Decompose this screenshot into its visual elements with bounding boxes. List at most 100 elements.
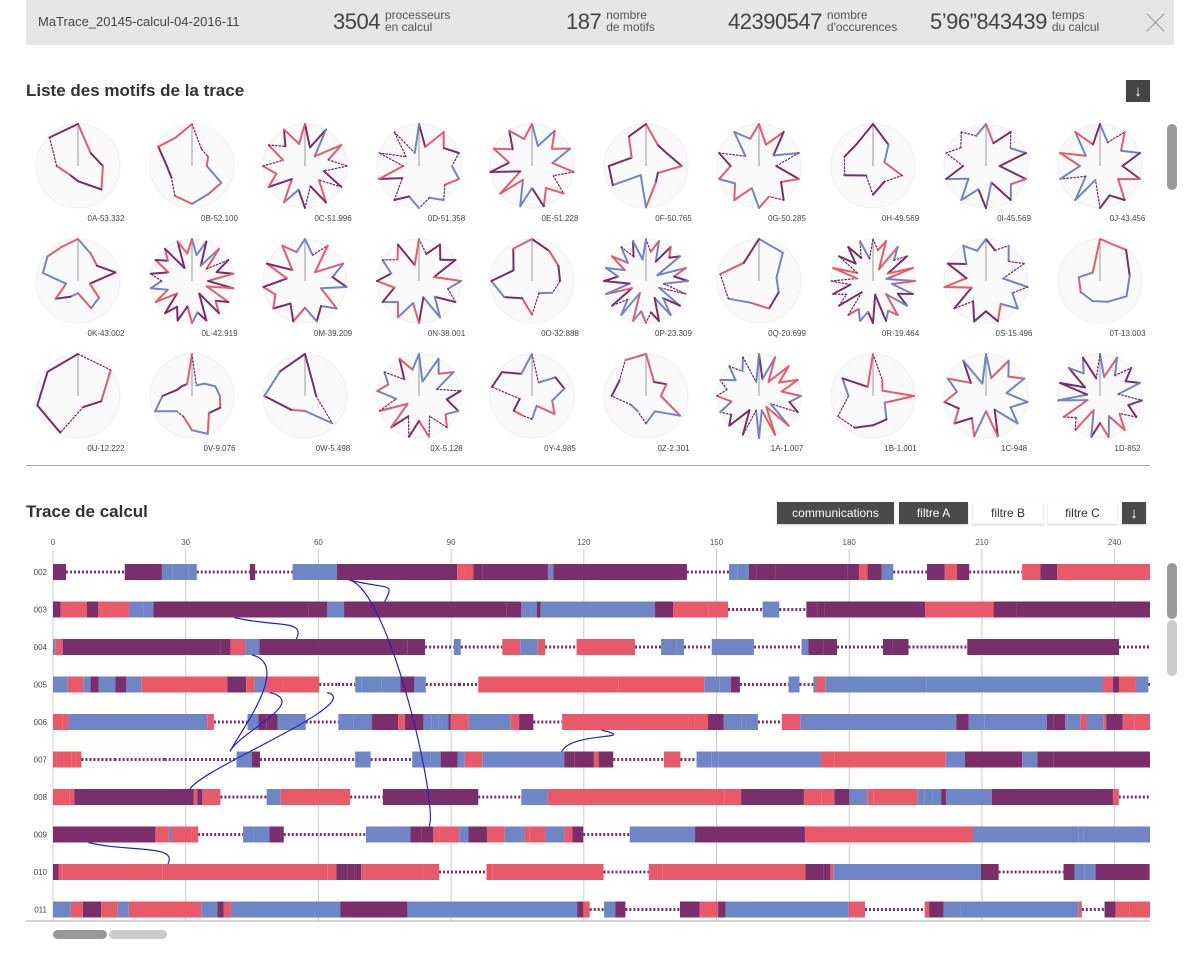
trace-segment bbox=[1112, 676, 1120, 693]
motif-label: 0J-43.456 bbox=[1109, 214, 1146, 223]
communication-link bbox=[229, 654, 268, 752]
trace-segment bbox=[524, 826, 530, 843]
motif-edge bbox=[450, 152, 460, 167]
motif-edge bbox=[309, 185, 327, 204]
motif-item[interactable]: 0W-5.498 bbox=[253, 348, 365, 460]
trace-segment bbox=[1063, 864, 1075, 880]
motif-edge bbox=[520, 353, 533, 375]
motif-edge bbox=[435, 388, 461, 392]
motif-item[interactable]: 0L-42.919 bbox=[140, 233, 252, 345]
trace-segment bbox=[1046, 714, 1054, 730]
motif-item[interactable]: 0C-51.996 bbox=[253, 118, 365, 230]
motif-edge bbox=[837, 291, 863, 307]
motif-item[interactable]: 0E-51.228 bbox=[480, 118, 592, 230]
motif-edge bbox=[200, 148, 209, 158]
motif-edge bbox=[1116, 382, 1141, 396]
motif-edge bbox=[1079, 291, 1094, 303]
motif-edge bbox=[512, 238, 533, 250]
motif-edge bbox=[190, 193, 209, 205]
motif-item[interactable]: 0H-49.569 bbox=[821, 118, 933, 230]
trace-hscrollbar-thumb[interactable] bbox=[53, 930, 107, 939]
motif-item[interactable]: 0R-19.464 bbox=[821, 233, 933, 345]
motif-item[interactable]: 0T-13.003 bbox=[1048, 233, 1160, 345]
motif-item[interactable]: 0Z-2.301 bbox=[594, 348, 706, 460]
trace-name: MaTrace_20145-calcul-04-2016-11 bbox=[38, 14, 240, 29]
trace-segment bbox=[1022, 751, 1038, 768]
motif-edge bbox=[521, 297, 533, 316]
trace-segment bbox=[53, 901, 71, 918]
motif-edge bbox=[1091, 123, 1101, 146]
motif-label: 0H-49.569 bbox=[881, 214, 920, 223]
x-tick-label: 180 bbox=[843, 538, 857, 547]
trace-scrollbar-thumb[interactable] bbox=[1167, 563, 1177, 619]
motif-item[interactable]: 1C-948 bbox=[934, 348, 1046, 460]
motif-edge bbox=[557, 264, 561, 282]
motif-edge bbox=[882, 161, 903, 177]
motif-radar-glyph bbox=[1056, 353, 1143, 439]
filter-communications-button[interactable]: communications bbox=[777, 502, 894, 524]
motif-radar-glyph bbox=[489, 353, 575, 439]
trace-segment bbox=[892, 639, 909, 655]
motif-edge bbox=[304, 353, 315, 389]
motif-item[interactable]: 0K-43.002 bbox=[26, 233, 138, 345]
motif-edge bbox=[831, 267, 858, 274]
motif-item[interactable]: 0M-39.209 bbox=[253, 233, 365, 345]
motif-item[interactable]: 0V-9.076 bbox=[140, 348, 252, 460]
trace-segment bbox=[410, 826, 422, 843]
motif-edge bbox=[998, 152, 1027, 167]
motif-edge bbox=[1108, 194, 1126, 201]
trace-segment bbox=[521, 601, 531, 618]
motif-item[interactable]: 0D-51.358 bbox=[367, 118, 479, 230]
motif-edge bbox=[551, 280, 561, 294]
close-icon[interactable] bbox=[1146, 12, 1166, 32]
motif-item[interactable]: 0N-38.001 bbox=[367, 233, 479, 345]
motif-item[interactable]: 0F-50.765 bbox=[594, 118, 706, 230]
trace-segment bbox=[459, 826, 469, 843]
motif-radar-glyph bbox=[716, 238, 802, 324]
motif-edge bbox=[602, 275, 619, 282]
motifs-download-button[interactable]: ↓ bbox=[1126, 80, 1150, 102]
trace-segment bbox=[957, 564, 970, 580]
motifs-section-title: Liste des motifs de la trace bbox=[26, 81, 245, 100]
motif-item[interactable]: 0Y-4.985 bbox=[480, 348, 592, 460]
trace-scrollbar-track[interactable] bbox=[1167, 620, 1177, 676]
motif-item[interactable]: 0A-53.332 bbox=[26, 118, 138, 230]
trace-download-button[interactable]: ↓ bbox=[1122, 502, 1146, 524]
motif-item[interactable]: 0U-12.222 bbox=[26, 348, 138, 460]
trace-segment bbox=[655, 601, 674, 618]
motif-radar-glyph bbox=[35, 238, 121, 324]
filter-c-button[interactable]: filtre C bbox=[1048, 502, 1117, 524]
trace-segment bbox=[980, 864, 999, 880]
filter-a-button[interactable]: filtre A bbox=[899, 502, 968, 524]
motif-item[interactable]: 0S-15.496 bbox=[934, 233, 1046, 345]
motif-item[interactable]: 0Q-20.699 bbox=[707, 233, 819, 345]
motif-item[interactable]: 0J-43.456 bbox=[1048, 118, 1160, 230]
trace-segment bbox=[547, 789, 559, 805]
motif-item[interactable]: 0B-52.100 bbox=[140, 118, 252, 230]
motif-edge bbox=[962, 244, 968, 265]
trace-segment bbox=[76, 751, 82, 768]
motif-edge bbox=[837, 255, 858, 274]
motif-item[interactable]: 1B-1.001 bbox=[821, 348, 933, 460]
motif-edge bbox=[607, 165, 614, 187]
motif-edge bbox=[190, 429, 209, 435]
motif-edge bbox=[655, 255, 681, 277]
motif-edge bbox=[962, 244, 979, 252]
motif-edge bbox=[644, 238, 651, 253]
motif-edge bbox=[304, 306, 318, 323]
motif-edge bbox=[767, 365, 790, 383]
motif-item[interactable]: 0X-5.128 bbox=[367, 348, 479, 460]
motif-edge bbox=[149, 273, 162, 282]
motif-item[interactable]: 0P-23.309 bbox=[594, 233, 706, 345]
motif-edge bbox=[377, 165, 404, 180]
filter-b-button[interactable]: filtre B bbox=[973, 502, 1043, 524]
motif-item[interactable]: 1D-852 bbox=[1048, 348, 1160, 460]
motif-edge bbox=[519, 187, 533, 208]
motif-item[interactable]: 0O-32.888 bbox=[480, 233, 592, 345]
trace-hscrollbar-track[interactable] bbox=[109, 930, 167, 939]
trace-segment bbox=[227, 676, 247, 693]
motif-item[interactable]: 1A-1.007 bbox=[707, 348, 819, 460]
motif-item[interactable]: 0G-50.285 bbox=[707, 118, 819, 230]
motif-item[interactable]: 0I-45.569 bbox=[934, 118, 1046, 230]
motifs-scrollbar-thumb[interactable] bbox=[1167, 124, 1177, 190]
